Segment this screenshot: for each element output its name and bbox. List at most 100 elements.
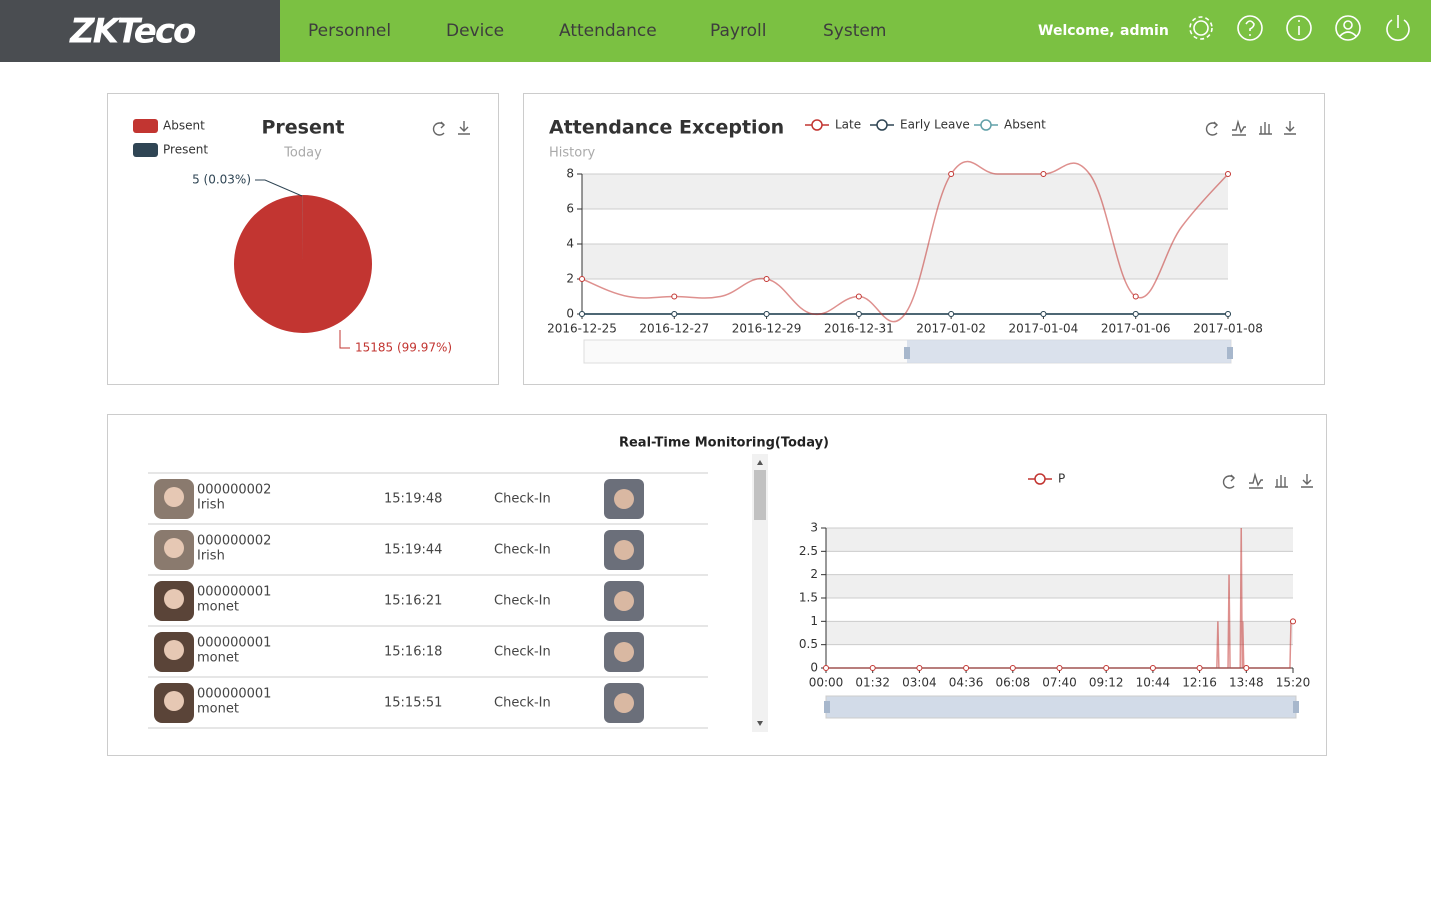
- point: [579, 311, 585, 317]
- zoom-handle[interactable]: [904, 347, 910, 359]
- point: [1040, 171, 1047, 177]
- x-tick-label: 2017-01-04: [1009, 322, 1079, 336]
- time: 15:19:48: [384, 492, 442, 507]
- nav-item[interactable]: Attendance: [559, 21, 657, 41]
- point: [855, 311, 862, 317]
- download-icon[interactable]: [1284, 121, 1296, 135]
- legend-label[interactable]: Present: [163, 143, 208, 157]
- bar-icon[interactable]: [1259, 122, 1272, 135]
- legend-marker[interactable]: [1034, 473, 1046, 485]
- point: [963, 665, 970, 671]
- time: 15:16:18: [384, 645, 442, 660]
- legend-marker[interactable]: [876, 119, 888, 131]
- x-tick-label: 2017-01-06: [1101, 322, 1171, 336]
- x-tick-label: 2016-12-31: [824, 322, 894, 336]
- refresh-icon[interactable]: [1205, 121, 1218, 136]
- time: 15:19:44: [384, 543, 442, 558]
- logo[interactable]: ZKTeco: [69, 12, 198, 52]
- point: [1009, 665, 1016, 671]
- x-tick-label: 2016-12-25: [547, 322, 617, 336]
- avatar-face: [164, 487, 184, 507]
- download-icon[interactable]: [458, 121, 470, 135]
- scrollbar-thumb[interactable]: [754, 470, 766, 520]
- x-tick-label: 2016-12-29: [732, 322, 802, 336]
- download-icon[interactable]: [1301, 474, 1313, 488]
- user-id: 000000002: [197, 534, 271, 549]
- legend-label[interactable]: Late: [835, 118, 861, 132]
- avatar-face: [164, 640, 184, 660]
- chart-title: Attendance Exception: [549, 117, 784, 139]
- help-icon[interactable]: [1237, 15, 1263, 41]
- label-line: [255, 179, 303, 197]
- y-tick-label: 2.5: [799, 544, 818, 558]
- refresh-icon[interactable]: [1222, 474, 1235, 489]
- welcome: Welcome,: [1038, 23, 1115, 39]
- x-tick-label: 10:44: [1136, 676, 1171, 690]
- zoom-selection[interactable]: [825, 695, 1297, 719]
- avatar-face: [164, 538, 184, 558]
- point: [823, 665, 829, 671]
- y-tick-label: 0.5: [799, 637, 818, 651]
- logout-icon[interactable]: [1386, 15, 1410, 41]
- point: [1040, 311, 1047, 317]
- line-icon[interactable]: [1249, 472, 1263, 489]
- user-name: Irish: [197, 498, 225, 513]
- nav-item[interactable]: Personnel: [308, 21, 391, 41]
- nav-item[interactable]: System: [823, 21, 886, 41]
- legend-swatch[interactable]: [133, 143, 158, 157]
- profile-icon[interactable]: [1335, 15, 1361, 41]
- label-line: [339, 330, 350, 349]
- legend-label[interactable]: Absent: [1004, 118, 1046, 132]
- user-id: 000000002: [197, 483, 271, 498]
- point: [1290, 618, 1296, 625]
- zoom-handle[interactable]: [1293, 701, 1299, 713]
- refresh-icon[interactable]: [432, 121, 445, 136]
- capture-face: [614, 489, 634, 509]
- y-tick-label: 0: [566, 307, 574, 321]
- legend-label[interactable]: P: [1058, 472, 1065, 486]
- line-icon[interactable]: [1232, 119, 1246, 136]
- capture-face: [614, 693, 634, 713]
- time: 15:15:51: [384, 696, 442, 711]
- y-tick-label: 0: [810, 661, 818, 675]
- grid-band: [582, 174, 1228, 209]
- user-id: 000000001: [197, 585, 271, 600]
- point: [1132, 293, 1139, 300]
- point: [1225, 171, 1231, 177]
- data-label: 15185 (99.97%): [355, 341, 452, 355]
- point: [579, 276, 585, 282]
- point: [948, 311, 955, 317]
- grid-band: [582, 244, 1228, 279]
- scrollbar[interactable]: [752, 454, 768, 732]
- about-icon[interactable]: [1286, 15, 1312, 41]
- panel: [523, 93, 1325, 385]
- bar-icon[interactable]: [1275, 475, 1288, 488]
- nav-item[interactable]: Payroll: [710, 21, 766, 41]
- point: [855, 293, 862, 300]
- user-name: monet: [197, 702, 239, 717]
- legend-swatch[interactable]: [133, 119, 158, 133]
- nav-item[interactable]: Device: [446, 21, 504, 41]
- time: 15:16:21: [384, 594, 442, 609]
- point: [671, 311, 678, 317]
- x-tick-label: 2017-01-02: [916, 322, 986, 336]
- state: Check-In: [494, 696, 551, 711]
- legend-label[interactable]: Early Leave: [900, 118, 970, 132]
- zoom-handle[interactable]: [1227, 347, 1233, 359]
- x-tick-label: 13:48: [1229, 676, 1264, 690]
- point: [671, 293, 678, 300]
- legend-marker[interactable]: [811, 119, 823, 131]
- legend-label[interactable]: Absent: [163, 119, 205, 133]
- zoom-selection[interactable]: [907, 340, 1231, 363]
- point: [1132, 311, 1139, 317]
- zoom-handle[interactable]: [824, 701, 830, 713]
- settings-icon[interactable]: [1189, 16, 1213, 40]
- user-name[interactable]: admin: [1120, 23, 1169, 39]
- legend-marker[interactable]: [980, 119, 992, 131]
- avatar-face: [164, 691, 184, 711]
- x-tick-label: 03:04: [902, 676, 937, 690]
- y-tick-label: 2: [566, 272, 574, 286]
- x-tick-label: 09:12: [1089, 676, 1124, 690]
- chart-subtitle: History: [549, 146, 596, 161]
